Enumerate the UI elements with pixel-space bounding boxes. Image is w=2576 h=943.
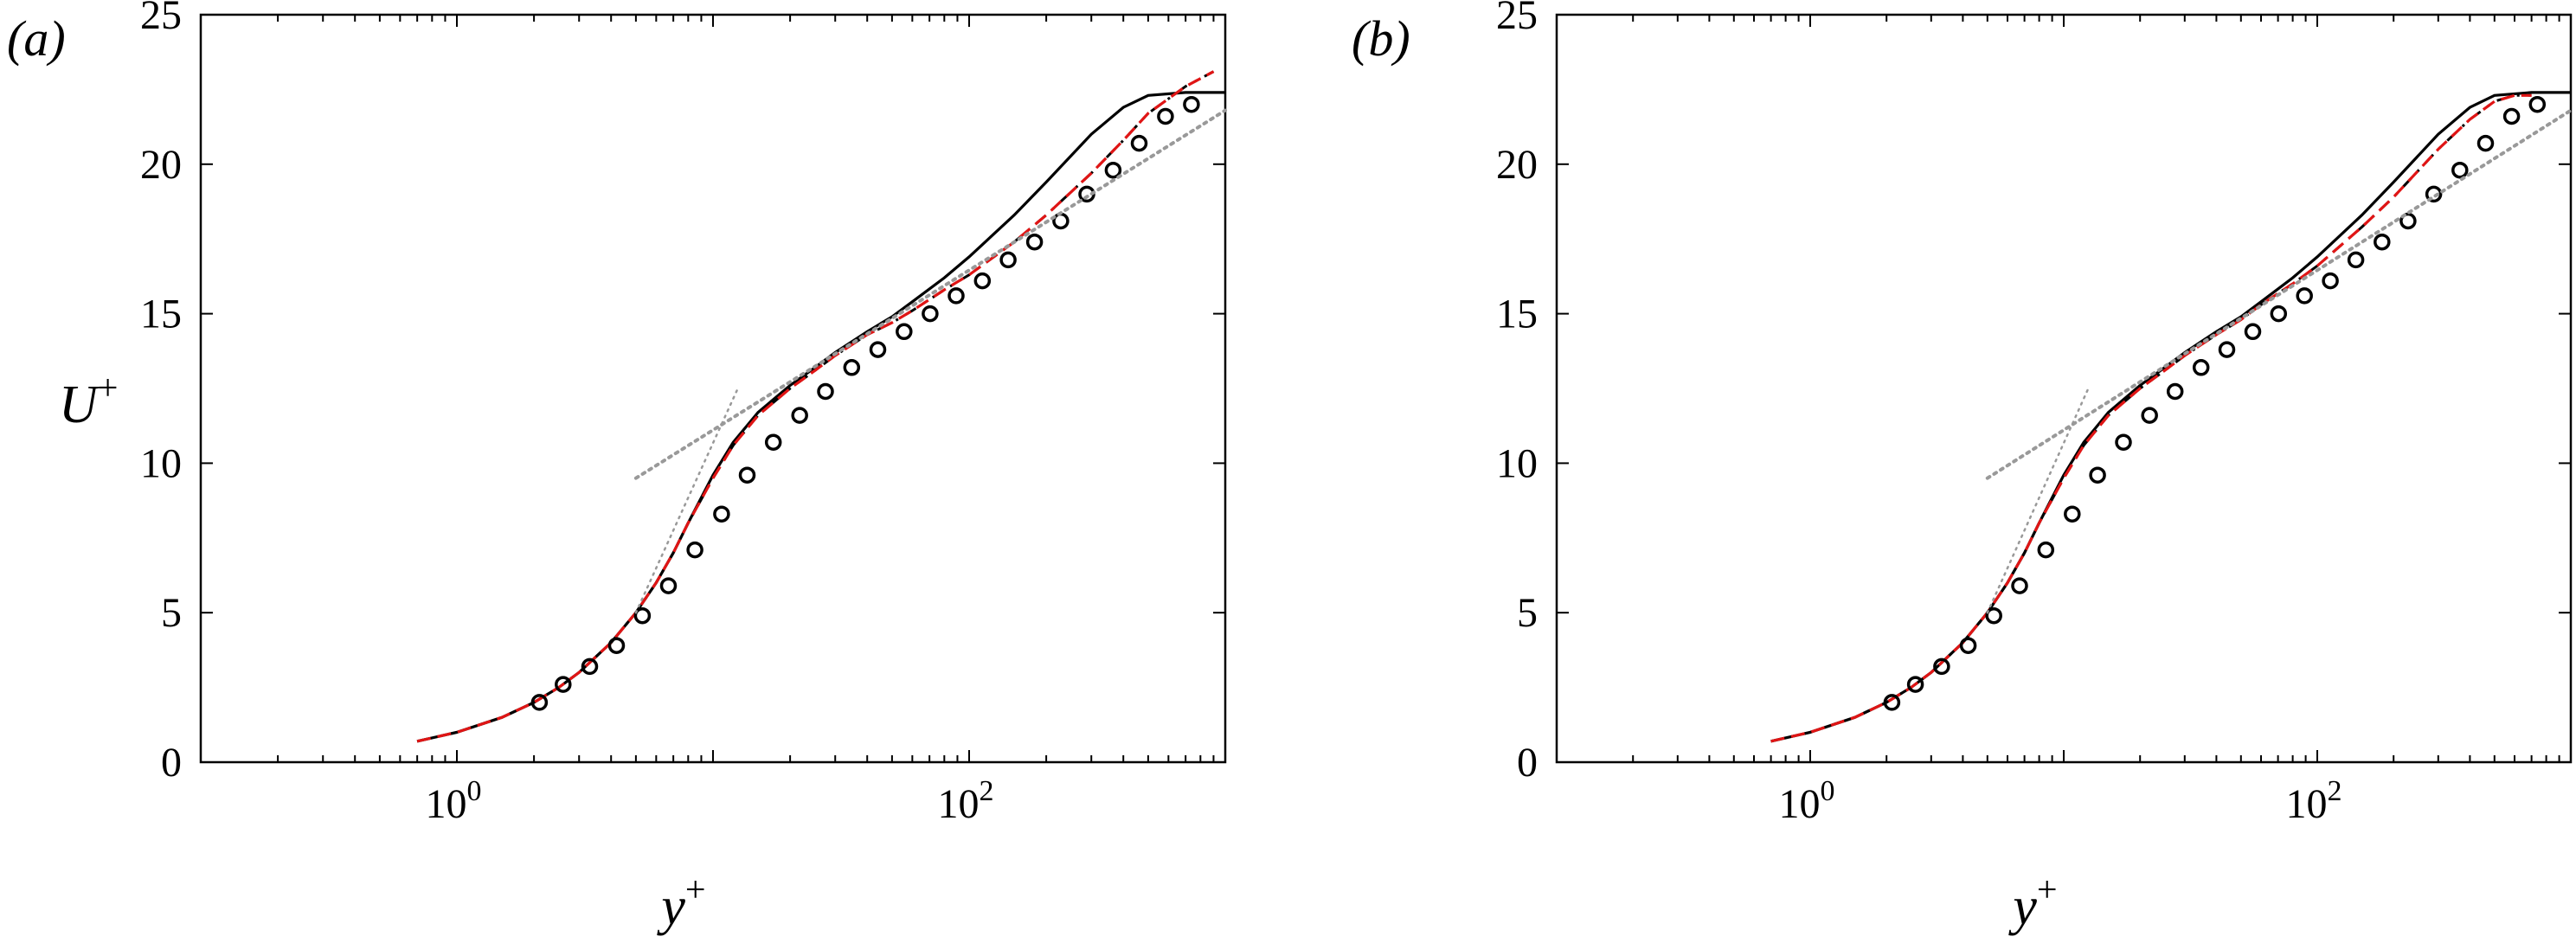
panel-a-label: (a)	[7, 10, 66, 67]
data-point-a	[713, 505, 730, 523]
data-point-b	[2528, 95, 2547, 113]
data-point-b	[1933, 658, 1950, 676]
data-point-a	[948, 287, 965, 305]
data-point-b	[2451, 161, 2469, 179]
data-point-a	[1104, 161, 1122, 179]
y-tick-label: 15	[140, 292, 182, 337]
y-tick-label: 25	[140, 0, 182, 38]
x-tick-label: 102	[2286, 775, 2342, 827]
series-a	[416, 70, 1227, 743]
data-point-b	[2322, 272, 2339, 290]
data-point-b	[1959, 637, 1977, 654]
series-dashdot-a	[416, 70, 1215, 743]
plot-frame-a	[199, 13, 1227, 764]
data-point-a	[1183, 95, 1200, 113]
data-point-b	[2011, 577, 2028, 594]
x-axis-title-a: y+	[656, 870, 705, 936]
series-dashed-red-b	[1770, 93, 2532, 743]
data-point-b	[2115, 433, 2132, 451]
log-law-line-b	[1985, 108, 2573, 480]
y-axis-title-a: U+	[59, 369, 118, 434]
data-point-a	[764, 433, 782, 451]
y-tick-label: 10	[140, 440, 182, 486]
data-point-a	[738, 466, 756, 484]
series-dashed-red-a	[416, 70, 1215, 743]
panel-a: (a) 0 5 10 15 20 25 100 102 U+ y+	[7, 0, 1227, 936]
data-point-b	[2166, 382, 2184, 401]
data-point-a	[530, 694, 549, 711]
series-b	[1770, 91, 2573, 743]
data-point-b	[2244, 323, 2262, 341]
y-tick-label: 0	[1517, 740, 1538, 786]
data-point-b	[2347, 251, 2365, 269]
data-point-a	[922, 305, 939, 323]
y-tick-label: 5	[161, 590, 182, 636]
data-point-b	[2399, 212, 2417, 230]
data-point-a	[1052, 212, 1070, 230]
data-point-a	[1130, 134, 1148, 152]
data-point-a	[999, 251, 1017, 269]
x-tick-label: 100	[1779, 775, 1835, 827]
data-point-a	[659, 577, 678, 594]
viscous-line-b	[1986, 387, 2090, 614]
data-point-b	[2476, 134, 2495, 152]
series-solid-b	[1770, 91, 2571, 743]
series-dashdot-b	[1770, 93, 2532, 743]
plot-frame-b	[1555, 13, 2573, 764]
data-point-a	[1025, 233, 1044, 251]
data-point-a	[633, 606, 652, 625]
data-point-b	[1985, 606, 2002, 625]
ticks-a: 0 5 10 15 20 25 100 102	[140, 0, 1225, 827]
y-tick-label: 15	[1496, 292, 1538, 337]
data-point-a	[791, 407, 808, 424]
data-point-a	[686, 541, 703, 559]
data-point-a	[896, 323, 913, 341]
data-point-b	[2037, 541, 2055, 559]
data-point-a	[973, 272, 992, 290]
data-point-a	[817, 382, 834, 401]
data-point-a	[581, 658, 599, 676]
data-point-b	[2425, 185, 2443, 203]
data-point-a	[1157, 107, 1174, 125]
y-tick-label: 20	[140, 142, 182, 188]
y-tick-label: 0	[161, 740, 182, 786]
x-tick-label: 102	[938, 775, 994, 827]
data-point-a	[607, 637, 626, 654]
y-tick-label: 20	[1496, 142, 1538, 188]
log-law-line-a	[633, 108, 1227, 480]
y-tick-label: 5	[1517, 590, 1538, 636]
data-point-b	[2502, 107, 2521, 125]
data-point-b	[2374, 233, 2391, 251]
data-point-b	[2192, 359, 2210, 376]
data-point-b	[2141, 407, 2158, 424]
data-point-b	[2270, 305, 2288, 323]
data-point-a	[869, 341, 887, 358]
panel-b-label: (b)	[1352, 10, 1410, 67]
data-point-a	[843, 359, 861, 376]
series-solid-a	[416, 91, 1225, 743]
data-point-b	[2218, 341, 2236, 358]
data-point-a	[555, 676, 572, 693]
y-tick-label: 25	[1496, 0, 1538, 38]
data-point-b	[2089, 466, 2106, 484]
data-point-b	[2064, 505, 2081, 523]
x-tick-label: 100	[426, 775, 482, 827]
data-point-b	[2296, 287, 2313, 305]
y-tick-label: 10	[1496, 440, 1538, 486]
panel-b: (b) 0 5 10 15 20 25 100 102 y+	[1352, 0, 2573, 936]
viscous-line-a	[634, 387, 739, 614]
ticks-b: 0 5 10 15 20 25 100 102	[1496, 0, 2571, 827]
x-axis-title-b: y+	[2007, 870, 2057, 936]
data-point-b	[1906, 676, 1924, 693]
data-point-b	[1883, 694, 1901, 711]
